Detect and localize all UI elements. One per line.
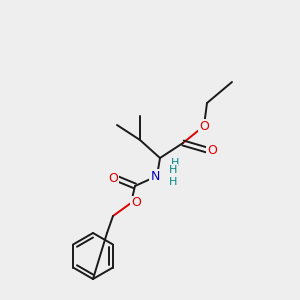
Text: O: O	[207, 143, 217, 157]
Text: H: H	[169, 177, 177, 187]
Text: N: N	[150, 169, 160, 182]
Text: O: O	[108, 172, 118, 185]
Text: O: O	[199, 119, 209, 133]
Text: H: H	[169, 165, 177, 175]
Text: H: H	[171, 158, 179, 168]
Text: O: O	[131, 196, 141, 209]
